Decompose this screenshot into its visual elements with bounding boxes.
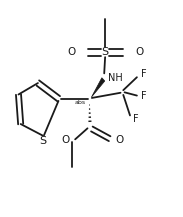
Text: O: O: [115, 135, 123, 145]
Text: O: O: [67, 47, 75, 57]
Text: O: O: [61, 135, 69, 145]
Text: abs: abs: [74, 100, 86, 105]
Text: S: S: [102, 48, 109, 58]
Text: O: O: [135, 47, 143, 57]
Text: F: F: [141, 69, 146, 79]
Text: F: F: [141, 90, 146, 100]
Text: NH: NH: [108, 73, 123, 83]
Polygon shape: [92, 78, 105, 97]
Text: F: F: [133, 114, 139, 124]
Text: S: S: [40, 136, 46, 146]
